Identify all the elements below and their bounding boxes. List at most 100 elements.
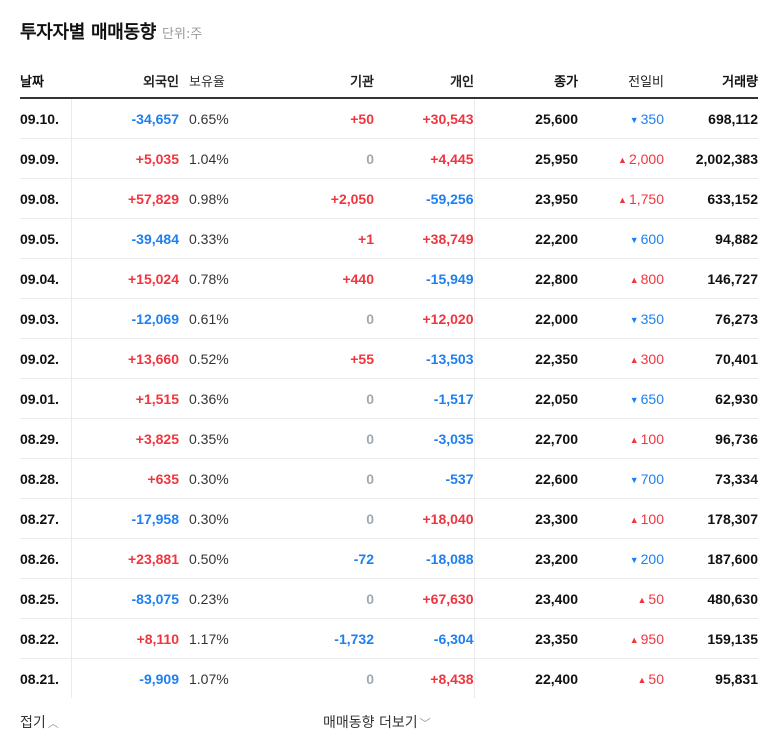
more-label: 매매동향 더보기 xyxy=(323,715,418,731)
date-cell: 09.08. xyxy=(20,178,72,219)
change-value: 800 xyxy=(640,270,664,287)
table-row: 09.04. +15,024 0.78% +440 -15,949 22,800 ▲ 800 1… xyxy=(20,258,758,299)
table-row: 09.01. +1,515 0.36% 0 -1,517 22,050 ▼ 650 62,930 xyxy=(20,378,758,419)
date-cell: 08.27. xyxy=(20,498,72,539)
fold-label: 접기 xyxy=(20,715,46,731)
holding-rate-cell: 0.50% xyxy=(179,538,259,579)
section-header: 투자자별 매매동향 단위:주 xyxy=(20,18,202,44)
date-cell: 08.26. xyxy=(20,538,72,579)
close-price-cell: 23,300 xyxy=(474,498,578,539)
change-value: 650 xyxy=(640,390,664,407)
close-price-cell: 23,200 xyxy=(474,538,578,579)
holding-rate-cell: 0.52% xyxy=(179,338,259,379)
change-cell: ▼ 600 xyxy=(578,218,664,259)
unit-label: 단위:주 xyxy=(162,27,203,42)
table-row: 08.26. +23,881 0.50% -72 -18,088 23,200 ▼ 200 18… xyxy=(20,538,758,579)
institution-cell: +55 xyxy=(259,338,374,379)
individual-cell: -537 xyxy=(374,458,475,499)
foreign-cell: +635 xyxy=(71,458,179,499)
change-value: 50 xyxy=(648,590,664,607)
institution-cell: 0 xyxy=(366,670,374,687)
volume-cell: 95,831 xyxy=(715,670,758,687)
volume-cell: 76,273 xyxy=(664,298,758,339)
individual-cell: +12,020 xyxy=(374,298,475,339)
table-row: 09.05. -39,484 0.33% +1 +38,749 22,200 ▼ 600 94,… xyxy=(20,218,758,259)
foreign-cell: -12,069 xyxy=(71,298,179,339)
change-value: 200 xyxy=(640,550,664,567)
table-row: 09.03. -12,069 0.61% 0 +12,020 22,000 ▼ 350 76,2… xyxy=(20,298,758,339)
date-cell: 09.09. xyxy=(20,138,72,179)
more-trading-button[interactable]: 매매동향 더보기 ﹀ xyxy=(323,712,431,732)
col-holding-rate: 보유율 xyxy=(179,64,259,99)
change-value: 350 xyxy=(640,310,664,327)
date-cell: 08.22. xyxy=(20,618,72,659)
table-row: 09.10. -34,657 0.65% +50 +30,543 25,600 ▼ 350 69… xyxy=(20,98,758,139)
change-cell: ▼ 700 xyxy=(578,458,664,499)
volume-cell: 94,882 xyxy=(664,218,758,259)
close-price-cell: 22,050 xyxy=(474,378,578,419)
date-cell: 08.25. xyxy=(20,578,72,619)
close-price-cell: 23,950 xyxy=(474,178,578,219)
institution-cell: +2,050 xyxy=(259,178,374,219)
individual-cell: +38,749 xyxy=(374,218,475,259)
individual-cell: -15,949 xyxy=(374,258,475,299)
change-cell: ▲ 950 xyxy=(578,618,664,659)
close-price-cell: 22,800 xyxy=(474,258,578,299)
change-cell: ▼ 350 xyxy=(578,298,664,339)
date-cell: 08.28. xyxy=(20,458,72,499)
institution-cell: 0 xyxy=(259,418,374,459)
change-value: 350 xyxy=(640,110,664,127)
foreign-cell: -17,958 xyxy=(71,498,179,539)
individual-cell: +67,630 xyxy=(374,578,475,619)
table-row: 09.08. +57,829 0.98% +2,050 -59,256 23,950 ▲ 1,… xyxy=(20,178,758,219)
holding-rate-cell: 0.61% xyxy=(179,298,259,339)
foreign-cell: +8,110 xyxy=(71,618,179,659)
change-cell: ▲ 100 xyxy=(578,498,664,539)
holding-rate-cell: 1.07% xyxy=(189,670,229,687)
change-value: 50 xyxy=(648,670,664,687)
close-price-cell: 22,200 xyxy=(474,218,578,259)
institution-cell: +440 xyxy=(259,258,374,299)
institution-cell: 0 xyxy=(259,498,374,539)
down-triangle-icon: ▼ xyxy=(629,234,639,245)
volume-cell: 62,930 xyxy=(664,378,758,419)
table-row: 09.09. +5,035 1.04% 0 +4,445 25,950 ▲ 2,000 2,00… xyxy=(20,138,758,179)
foreign-cell: +57,829 xyxy=(71,178,179,219)
holding-rate-cell: 0.65% xyxy=(179,98,259,139)
fold-button[interactable]: 접기 ︿ xyxy=(20,712,59,732)
holding-rate-cell: 0.35% xyxy=(179,418,259,459)
up-triangle-icon: ▲ xyxy=(629,274,639,285)
volume-cell: 698,112 xyxy=(664,98,758,139)
change-cell: ▼ 200 xyxy=(578,538,664,579)
individual-cell: -13,503 xyxy=(374,338,475,379)
section-title: 투자자별 매매동향 xyxy=(20,22,157,43)
individual-cell: +8,438 xyxy=(374,658,475,698)
table-row: 08.29. +3,825 0.35% 0 -3,035 22,700 ▲ 100 96,736 xyxy=(20,418,758,459)
volume-cell: 178,307 xyxy=(664,498,758,539)
institution-cell: 0 xyxy=(259,458,374,499)
change-cell: ▲ 50 xyxy=(578,578,664,619)
up-triangle-icon: ▲ xyxy=(629,634,639,645)
holding-rate-cell: 1.04% xyxy=(179,138,259,179)
volume-cell: 633,152 xyxy=(664,178,758,219)
foreign-cell: -34,657 xyxy=(71,98,179,139)
holding-rate-cell: 0.36% xyxy=(179,378,259,419)
down-triangle-icon: ▼ xyxy=(629,394,639,405)
foreign-cell: -83,075 xyxy=(71,578,179,619)
institution-cell: 0 xyxy=(259,578,374,619)
individual-cell: +30,543 xyxy=(374,98,475,139)
date-cell: 09.10. xyxy=(20,98,72,139)
table-footer: 접기 ︿ 매매동향 더보기 ﹀ xyxy=(20,712,748,732)
down-triangle-icon: ▼ xyxy=(629,314,639,325)
table-row: 08.22. +8,110 1.17% -1,732 -6,304 23,350 ▲ 950 1… xyxy=(20,618,758,659)
change-cell: ▲ 800 xyxy=(578,258,664,299)
date-cell: 09.05. xyxy=(20,218,72,259)
table-row: 08.28. +635 0.30% 0 -537 22,600 ▼ 700 73,334 xyxy=(20,458,758,499)
change-value: 100 xyxy=(640,510,664,527)
holding-rate-cell: 0.98% xyxy=(179,178,259,219)
date-cell: 09.04. xyxy=(20,258,72,299)
volume-cell: 187,600 xyxy=(664,538,758,579)
date-cell: 09.03. xyxy=(20,298,72,339)
change-cell: ▲ 100 xyxy=(578,418,664,459)
change-value: 2,000 xyxy=(628,150,664,167)
